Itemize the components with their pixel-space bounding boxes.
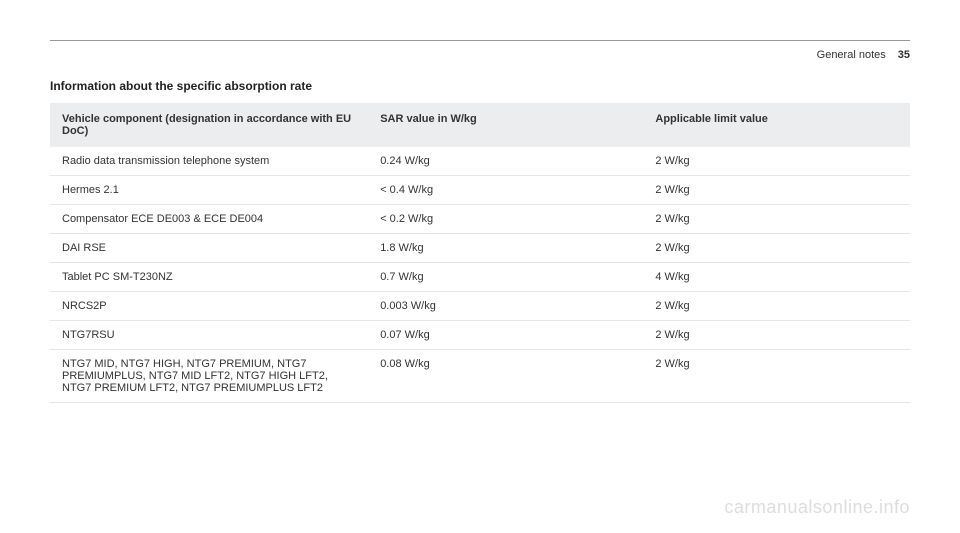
table-row: Radio data transmission telephone system… xyxy=(50,147,910,176)
cell-limit: 2 W/kg xyxy=(643,147,910,176)
table-row: NRCS2P 0.003 W/kg 2 W/kg xyxy=(50,292,910,321)
column-header-component: Vehicle component (designation in accord… xyxy=(50,103,368,147)
page-header: General notes 35 xyxy=(50,49,910,61)
cell-limit: 2 W/kg xyxy=(643,234,910,263)
cell-component: NRCS2P xyxy=(50,292,368,321)
page-number: 35 xyxy=(898,49,910,61)
cell-component: Tablet PC SM-T230NZ xyxy=(50,263,368,292)
cell-sar: 1.8 W/kg xyxy=(368,234,643,263)
cell-component: Radio data transmission telephone system xyxy=(50,147,368,176)
section-title: General notes xyxy=(817,49,886,61)
cell-sar: 0.08 W/kg xyxy=(368,350,643,403)
table-row: NTG7RSU 0.07 W/kg 2 W/kg xyxy=(50,321,910,350)
cell-sar: 0.003 W/kg xyxy=(368,292,643,321)
cell-limit: 4 W/kg xyxy=(643,263,910,292)
table-header-row: Vehicle component (designation in accord… xyxy=(50,103,910,147)
cell-component: DAI RSE xyxy=(50,234,368,263)
watermark: carmanualsonline.info xyxy=(724,497,910,518)
cell-sar: < 0.2 W/kg xyxy=(368,205,643,234)
column-header-limit: Applicable limit value xyxy=(643,103,910,147)
cell-component: NTG7 MID, NTG7 HIGH, NTG7 PREMIUM, NTG7 … xyxy=(50,350,368,403)
cell-component: Compensator ECE DE003 & ECE DE004 xyxy=(50,205,368,234)
cell-component: NTG7RSU xyxy=(50,321,368,350)
cell-component: Hermes 2.1 xyxy=(50,176,368,205)
column-header-sar: SAR value in W/kg xyxy=(368,103,643,147)
cell-sar: 0.24 W/kg xyxy=(368,147,643,176)
table-row: DAI RSE 1.8 W/kg 2 W/kg xyxy=(50,234,910,263)
cell-sar: 0.07 W/kg xyxy=(368,321,643,350)
header-divider xyxy=(50,40,910,41)
table-row: Tablet PC SM-T230NZ 0.7 W/kg 4 W/kg xyxy=(50,263,910,292)
table-row: NTG7 MID, NTG7 HIGH, NTG7 PREMIUM, NTG7 … xyxy=(50,350,910,403)
cell-limit: 2 W/kg xyxy=(643,205,910,234)
cell-sar: 0.7 W/kg xyxy=(368,263,643,292)
table-title: Information about the specific absorptio… xyxy=(50,79,910,93)
cell-limit: 2 W/kg xyxy=(643,292,910,321)
cell-sar: < 0.4 W/kg xyxy=(368,176,643,205)
table-row: Compensator ECE DE003 & ECE DE004 < 0.2 … xyxy=(50,205,910,234)
table-row: Hermes 2.1 < 0.4 W/kg 2 W/kg xyxy=(50,176,910,205)
cell-limit: 2 W/kg xyxy=(643,350,910,403)
cell-limit: 2 W/kg xyxy=(643,321,910,350)
cell-limit: 2 W/kg xyxy=(643,176,910,205)
sar-table: Vehicle component (designation in accord… xyxy=(50,103,910,403)
